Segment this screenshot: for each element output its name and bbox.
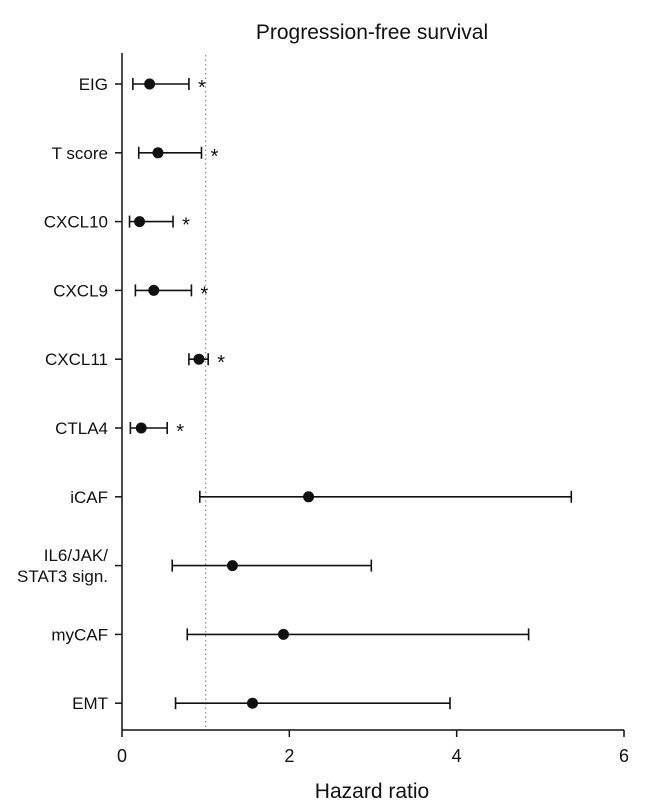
x-tick-label: 2: [284, 746, 294, 766]
hazard-ratio-point: [134, 216, 146, 228]
hazard-ratio-point: [193, 353, 205, 365]
hazard-ratio-point: [148, 284, 160, 296]
row-label: T score: [52, 144, 108, 163]
significance-marker: *: [182, 215, 190, 237]
row-label: STAT3 sign.: [17, 567, 108, 586]
row-label: CXCL10: [44, 213, 108, 232]
row-label: iCAF: [70, 488, 108, 507]
significance-marker: *: [198, 77, 206, 99]
significance-marker: *: [217, 352, 225, 374]
x-axis-label: Hazard ratio: [315, 780, 429, 803]
row-label: CXCL11: [45, 350, 108, 369]
hazard-ratio-point: [135, 422, 147, 434]
row-label: IL6/JAK/: [44, 546, 109, 565]
chart-title: Progression-free survival: [256, 21, 488, 44]
significance-marker: *: [176, 421, 184, 443]
hazard-ratio-point: [247, 697, 259, 709]
hazard-ratio-point: [144, 78, 156, 90]
plot-area: 0 2 4 6 EIG * T score * CXCL10 * CXCL9 * CXCL11 * CTLA…: [17, 53, 629, 766]
x-tick-label: 0: [117, 746, 127, 766]
x-tick-label: 6: [619, 746, 629, 766]
significance-marker: *: [211, 146, 219, 168]
row-label: CXCL9: [53, 281, 108, 300]
significance-marker: *: [201, 283, 209, 305]
row-label: EIG: [79, 75, 108, 94]
row-label: myCAF: [51, 625, 108, 644]
row-label: CTLA4: [55, 419, 108, 438]
x-tick-label: 4: [452, 746, 462, 766]
hazard-ratio-point: [303, 491, 315, 503]
row-label: EMT: [72, 694, 108, 713]
hazard-ratio-point: [226, 560, 238, 572]
hazard-ratio-point: [277, 628, 289, 640]
hazard-ratio-point: [152, 147, 164, 159]
